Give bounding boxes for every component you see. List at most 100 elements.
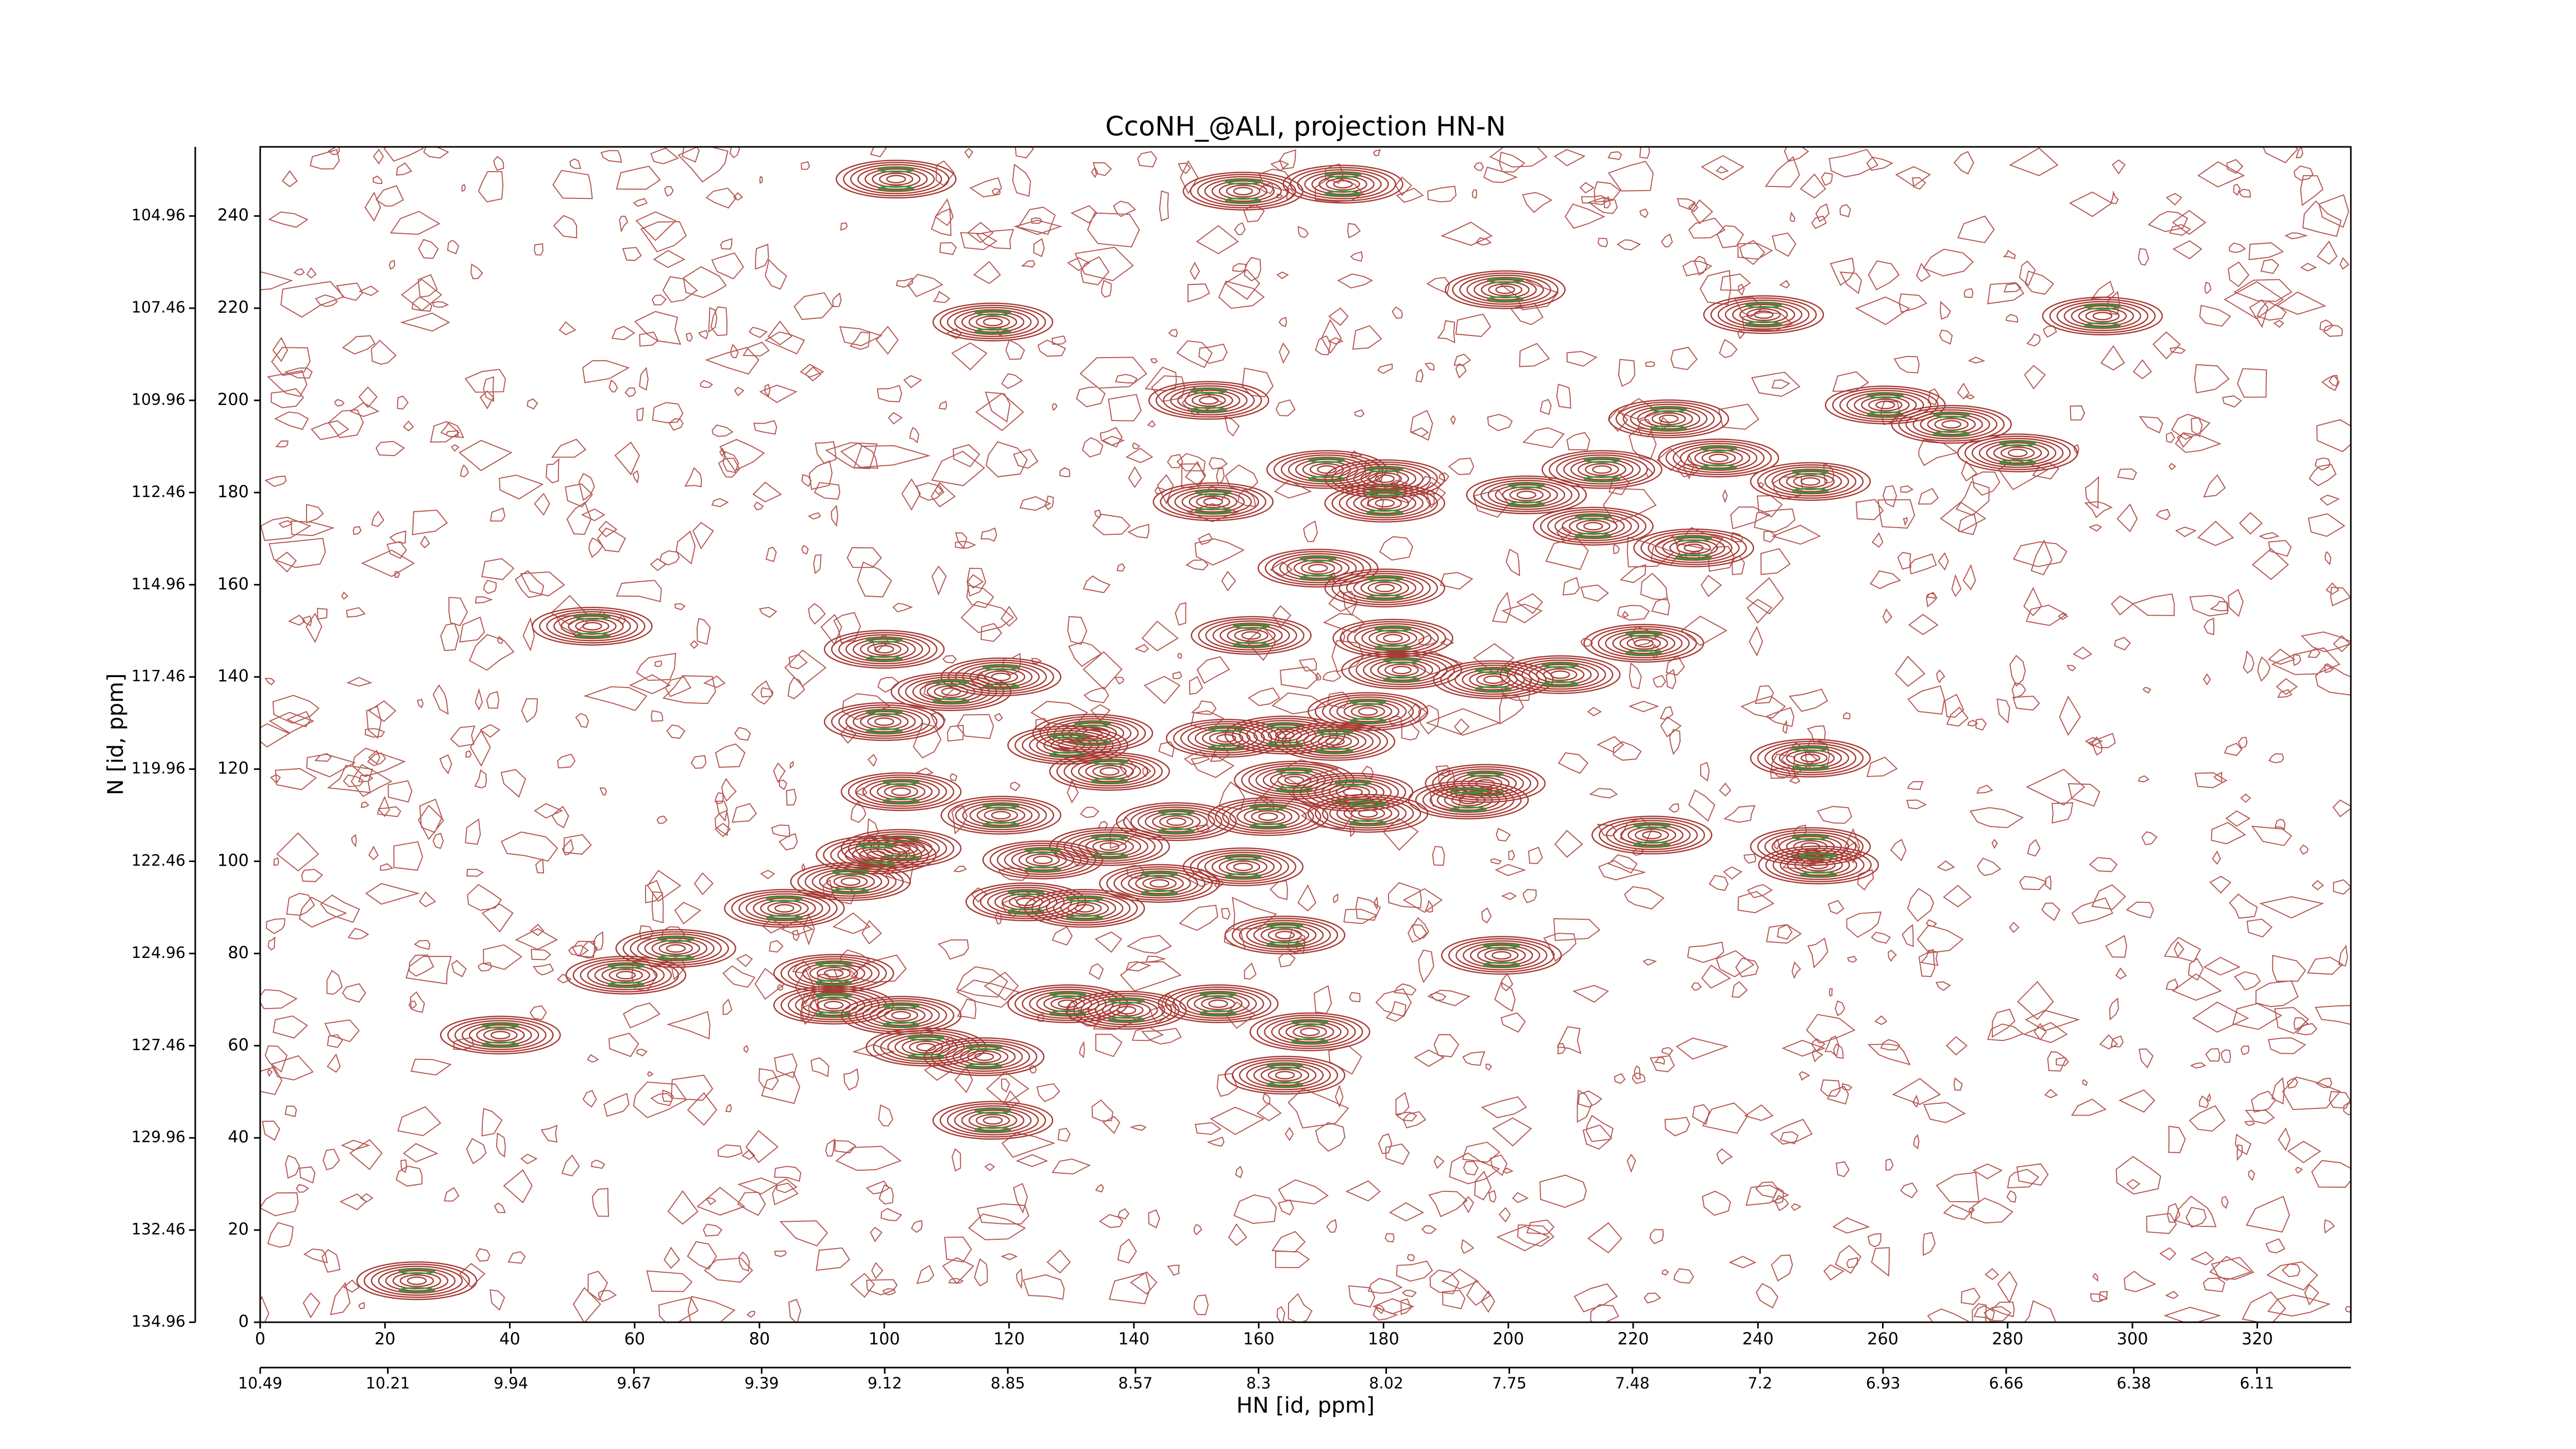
- peak-contour: [1142, 877, 1177, 890]
- peak-contour: [1665, 441, 1772, 476]
- peak-contour: [831, 704, 938, 739]
- peak-contour: [1257, 1015, 1363, 1049]
- peak-contour: [1440, 662, 1547, 697]
- peak-contour: [1463, 942, 1540, 969]
- x-tick-label: 100: [869, 1329, 900, 1349]
- peak-contour: [1832, 387, 1939, 423]
- peak-contour: [2071, 305, 2134, 327]
- peak-contour: [1099, 767, 1120, 776]
- peak-contour: [862, 1002, 940, 1029]
- peak-contour: [1286, 557, 1350, 579]
- peak: [1049, 827, 1170, 866]
- peak-contour: [575, 619, 609, 633]
- peak-contour: [1148, 381, 1269, 420]
- y-tick-label: 200: [217, 390, 249, 409]
- y2-tick-label: 134.96: [131, 1313, 185, 1331]
- y-tick-label: 20: [228, 1219, 249, 1239]
- peak-center-contour: [1199, 1010, 1236, 1016]
- peak-contour: [1724, 301, 1803, 328]
- peak-contour: [572, 957, 680, 992]
- peak-center-contour: [1299, 556, 1336, 562]
- peak-contour: [1331, 570, 1438, 605]
- peak-contour: [1556, 454, 1648, 485]
- peak: [1541, 450, 1663, 489]
- peak-contour: [1172, 988, 1264, 1019]
- x-tick-label: 20: [375, 1329, 396, 1349]
- peak-center-contour: [1225, 179, 1262, 185]
- peak: [1825, 385, 1946, 425]
- peak-contour: [385, 1270, 449, 1292]
- peak-center-contour: [883, 1003, 920, 1009]
- x2-tick-label: 6.38: [2116, 1375, 2151, 1393]
- peak-center-contour: [965, 1044, 1003, 1051]
- peak-center-contour: [1158, 828, 1195, 834]
- peak-center-contour: [965, 1063, 1003, 1069]
- peak: [1116, 802, 1237, 841]
- peak-contour: [1771, 833, 1850, 860]
- peak-contour: [1934, 418, 1969, 431]
- peak-center-contour: [1999, 459, 2036, 465]
- peak-center-contour: [1467, 771, 1504, 777]
- peak-contour: [1201, 997, 1235, 1010]
- peak-center-contour: [1625, 649, 1663, 655]
- peak-center-contour: [1316, 748, 1353, 754]
- peak-contour: [1307, 794, 1429, 833]
- peak-contour: [753, 897, 816, 919]
- peak-contour: [1375, 499, 1395, 508]
- peak-contour: [580, 960, 672, 990]
- peak-center-contour: [1675, 554, 1712, 560]
- peak-contour: [1540, 509, 1647, 544]
- peak: [1658, 439, 1780, 478]
- peak-center-contour: [815, 961, 852, 967]
- peak-contour: [967, 1050, 1002, 1064]
- peak-contour: [1116, 802, 1237, 841]
- x-tick-label: 320: [2242, 1329, 2273, 1349]
- peak-contour: [1049, 752, 1170, 791]
- peak-contour: [1429, 787, 1507, 813]
- peak-center-contour: [1308, 457, 1345, 463]
- peak-contour: [666, 944, 686, 953]
- peak-contour: [2056, 301, 2149, 331]
- peak-contour: [939, 305, 1046, 340]
- peak-contour: [1764, 466, 1857, 497]
- peak: [1466, 475, 1587, 515]
- peak-contour: [1155, 383, 1262, 418]
- peak-center-contour: [1633, 823, 1670, 829]
- peak-contour: [1267, 929, 1302, 942]
- peak-contour: [615, 929, 737, 968]
- peak-contour: [1092, 840, 1127, 853]
- peak: [1307, 692, 1429, 731]
- peak-contour: [823, 1001, 844, 1009]
- peak-center-contour: [1700, 464, 1737, 470]
- peak-contour: [1299, 774, 1406, 810]
- peak-contour: [962, 802, 1040, 829]
- peak-contour: [1109, 1003, 1144, 1017]
- peak-contour: [1839, 390, 1931, 420]
- peak-contour: [862, 779, 940, 805]
- peak-contour: [1239, 1060, 1331, 1090]
- peak-contour: [794, 960, 873, 986]
- peak-contour: [773, 954, 894, 993]
- peak: [1324, 568, 1446, 608]
- x2-tick-label: 7.48: [1615, 1375, 1650, 1393]
- peak-contour: [1272, 553, 1364, 583]
- peak-contour: [1499, 655, 1621, 694]
- peak-contour: [1392, 666, 1412, 675]
- peak-contour: [1355, 655, 1448, 685]
- peak-contour: [370, 1266, 463, 1296]
- peak-center-contour: [1049, 733, 1086, 739]
- peak-contour: [836, 159, 957, 199]
- peak-contour: [1253, 1064, 1317, 1086]
- peak-contour: [1771, 745, 1850, 771]
- peak-contour: [1067, 902, 1102, 915]
- peak-center-contour: [1024, 848, 1061, 854]
- x-tick-label: 140: [1118, 1329, 1149, 1349]
- peak-contour: [804, 866, 897, 897]
- peak-contour: [462, 1022, 539, 1048]
- peak-contour: [961, 311, 1025, 333]
- peak-contour: [539, 609, 646, 644]
- peak-contour: [982, 840, 1104, 880]
- peak-contour: [1626, 636, 1661, 650]
- peak-contour: [1071, 759, 1148, 785]
- peak-contour: [1024, 889, 1145, 928]
